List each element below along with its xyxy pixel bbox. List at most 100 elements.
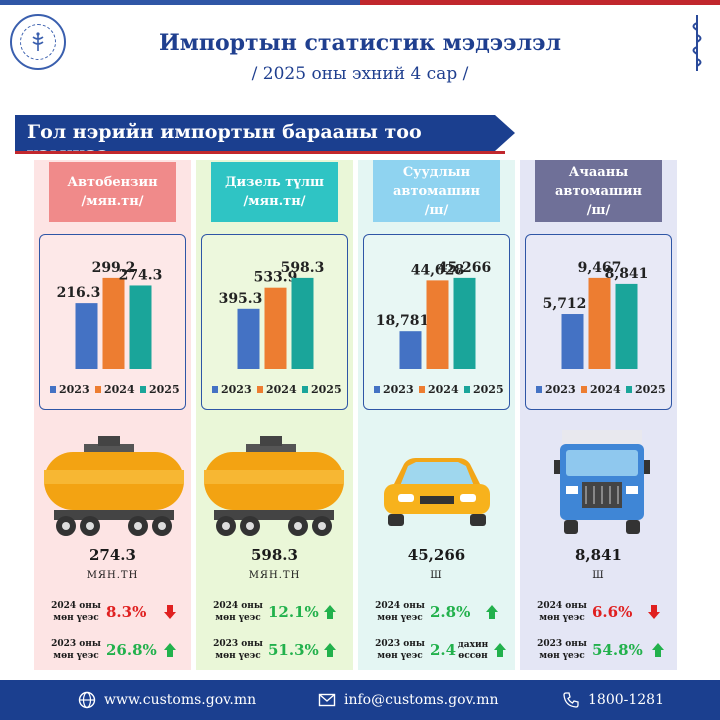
legend-swatch (257, 386, 263, 393)
bar-2025 (615, 283, 638, 369)
chart-panel: 18,781 44,028 45,266 2023 2024 2025 (363, 234, 510, 410)
legend-label: 2025 (635, 383, 666, 396)
legend-swatch (50, 386, 56, 393)
globe-icon (78, 691, 96, 709)
legend-swatch (212, 386, 218, 393)
legend-label: 2023 (221, 383, 252, 396)
change-value: 2.8% (430, 603, 471, 621)
legend-label: 2025 (311, 383, 342, 396)
legend-swatch (581, 386, 587, 393)
legend-label: 2023 (383, 383, 414, 396)
bar-2025 (453, 277, 476, 369)
current-value: 45,266 (407, 546, 466, 564)
arrow-down-icon (164, 605, 176, 619)
change-note: дахин өссөн (457, 640, 489, 661)
legend-swatch (626, 386, 632, 393)
current-value: 8,841 (575, 546, 622, 564)
bar-2023 (75, 303, 98, 369)
bar-value-label: 274.3 (119, 267, 163, 283)
arrow-up-icon (652, 643, 664, 657)
arrow-up-icon (324, 605, 336, 619)
bar-value-label: 533.9 (254, 270, 298, 286)
banner-accent-line (15, 151, 505, 154)
bar-value-label: 44,028 (411, 262, 465, 278)
tank-car-icon (196, 430, 353, 540)
unit-label: МЯН.ТН (248, 570, 301, 581)
bar-value-label: 216.3 (57, 285, 101, 301)
column-truck: Ачааны автомашин/ш/ 5,712 9,467 8,841 2023 20… (520, 160, 677, 670)
unit-label: Ш (592, 570, 605, 581)
change-value: 12.1% (268, 603, 319, 621)
bar-value-label: 8,841 (605, 266, 649, 282)
footer-phone[interactable]: 1800-1281 (562, 691, 664, 709)
bar-2023 (561, 314, 584, 369)
truck-icon (520, 430, 677, 540)
bar-value-label: 45,266 (438, 260, 492, 276)
bar-2024 (264, 287, 287, 369)
website-link[interactable]: www.customs.gov.mn (104, 692, 257, 708)
phone-number[interactable]: 1800-1281 (588, 692, 664, 708)
chart-panel: 395.3 533.9 598.3 2023 2024 2025 (201, 234, 348, 410)
bar-2024 (588, 277, 611, 369)
comparison-2024: 2024 оны мөн үеэс 8.3% (34, 600, 191, 630)
legend-label: 2023 (545, 383, 576, 396)
bar-2025 (291, 277, 314, 369)
column-passenger-car: Суудлын автомашин/ш/ 18,781 44,028 45,266 20… (358, 160, 515, 670)
legend-swatch (302, 386, 308, 393)
legend-swatch (374, 386, 380, 393)
legend-swatch (140, 386, 146, 393)
comparison-2024: 2024 оны мөн үеэс 2.8% (358, 600, 515, 630)
bar-value-label: 18,781 (376, 313, 430, 329)
legend-label: 2024 (266, 383, 297, 396)
bar-2023 (399, 331, 422, 369)
comparison-2024: 2024 оны мөн үеэс 12.1% (196, 600, 353, 630)
tank-car-icon (34, 430, 191, 540)
legend-label: 2023 (59, 383, 90, 396)
bar-value-label: 598.3 (281, 260, 325, 276)
mail-icon (318, 693, 336, 707)
bar-2025 (129, 285, 152, 369)
change-value: 26.8% (106, 641, 157, 659)
bar-2024 (102, 277, 125, 369)
legend-label: 2025 (473, 383, 504, 396)
legend-swatch (419, 386, 425, 393)
bar-2023 (237, 308, 260, 369)
footer: www.customs.gov.mn info@customs.gov.mn 1… (0, 680, 720, 720)
category-label: Автобензин/мян.тн/ (49, 162, 176, 222)
current-value: 274.3 (89, 546, 136, 564)
unit-label: МЯН.ТН (86, 570, 139, 581)
legend-label: 2025 (149, 383, 180, 396)
arrow-up-icon (324, 643, 336, 657)
footer-email[interactable]: info@customs.gov.mn (318, 691, 499, 709)
comparison-2023: 2023 оны мөн үеэс 2.4 дахин өссөн (358, 638, 515, 668)
mongolian-script-icon (684, 12, 710, 74)
arrow-up-icon (494, 643, 506, 657)
legend-label: 2024 (104, 383, 135, 396)
page-subtitle: / 2025 оны эхний 4 сар / (251, 64, 469, 84)
phone-icon (563, 692, 579, 708)
change-value: 8.3% (106, 603, 147, 621)
bar-value-label: 299.2 (92, 260, 136, 276)
category-label: Суудлын автомашин/ш/ (373, 160, 500, 222)
legend-swatch (536, 386, 542, 393)
footer-website[interactable]: www.customs.gov.mn (78, 691, 256, 709)
section-banner: Гол нэрийн импортын барааны тоо хэмжээ (15, 115, 515, 151)
chart-panel: 216.3 299.2 274.3 2023 2024 2025 (39, 234, 186, 410)
comparison-2024: 2024 оны мөн үеэс 6.6% (520, 600, 677, 630)
arrow-up-icon (486, 605, 498, 619)
column-gasoline: Автобензин/мян.тн/ 216.3 299.2 274.3 2023 20… (34, 160, 191, 670)
category-label: Дизель түлш/мян.тн/ (211, 162, 338, 222)
change-value: 6.6% (592, 603, 633, 621)
column-diesel: Дизель түлш/мян.тн/ 395.3 533.9 598.3 2023 2… (196, 160, 353, 670)
change-value: 2.4 (430, 641, 457, 659)
comparison-2023: 2023 оны мөн үеэс 51.3% (196, 638, 353, 668)
email-link[interactable]: info@customs.gov.mn (344, 692, 499, 708)
bar-value-label: 395.3 (219, 291, 263, 307)
legend-swatch (95, 386, 101, 393)
bar-value-label: 9,467 (578, 260, 622, 276)
arrow-up-icon (164, 643, 176, 657)
comparison-2023: 2023 оны мөн үеэс 26.8% (34, 638, 191, 668)
bar-2024 (426, 280, 449, 369)
